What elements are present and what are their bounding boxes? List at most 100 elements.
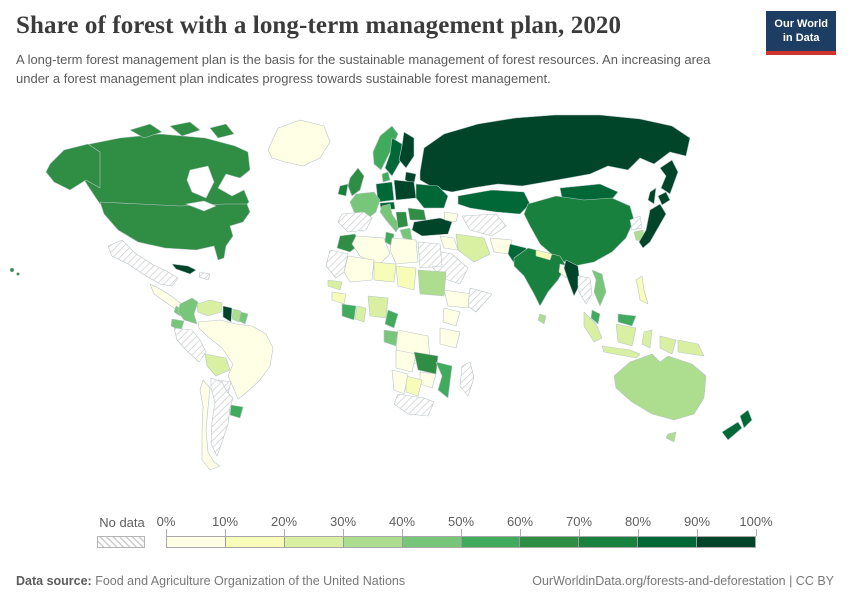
country-somalia[interactable]	[467, 287, 493, 313]
country-sri-lanka[interactable]	[537, 313, 547, 325]
country-indonesia-papua[interactable]	[659, 335, 677, 355]
country-cameroon[interactable]	[384, 309, 399, 329]
country-egypt[interactable]	[417, 241, 443, 269]
legend-band[interactable]	[696, 537, 756, 547]
country-georgia[interactable]	[443, 211, 459, 223]
country-zimbabwe[interactable]	[419, 371, 437, 389]
country-russia-sakhalin[interactable]	[647, 187, 657, 205]
country-argentina[interactable]	[210, 377, 234, 457]
country-nepal[interactable]	[535, 249, 553, 261]
country-chile[interactable]	[199, 379, 221, 471]
country-ghana[interactable]	[354, 305, 367, 323]
legend-band[interactable]	[224, 537, 284, 547]
country-tanzania[interactable]	[439, 327, 461, 349]
country-canada-island-3[interactable]	[209, 123, 235, 139]
country-united-kingdom[interactable]	[347, 167, 365, 197]
country-canada-island-2[interactable]	[169, 121, 201, 137]
country-sudan[interactable]	[417, 269, 447, 297]
country-philippines[interactable]	[635, 275, 649, 305]
legend-band[interactable]	[460, 537, 520, 547]
country-united-states-alaska[interactable]	[45, 143, 101, 191]
country-turkey[interactable]	[411, 217, 453, 237]
country-new-zealand-south[interactable]	[721, 421, 743, 441]
country-indonesia-java[interactable]	[601, 345, 641, 359]
country-ukraine[interactable]	[415, 183, 449, 209]
country-french-guiana[interactable]	[238, 311, 249, 325]
country-namibia[interactable]	[391, 369, 409, 395]
owid-logo[interactable]: Our World in Data	[766, 11, 836, 55]
country-poland[interactable]	[393, 179, 417, 201]
country-kenya[interactable]	[442, 307, 461, 327]
country-russia[interactable]	[419, 114, 691, 193]
country-ethiopia[interactable]	[443, 289, 473, 309]
legend-no-data-swatch[interactable]	[97, 536, 145, 548]
country-uruguay[interactable]	[229, 404, 244, 419]
country-botswana[interactable]	[405, 375, 423, 397]
country-colombia[interactable]	[177, 297, 199, 325]
country-libya[interactable]	[389, 237, 419, 265]
country-iran[interactable]	[455, 233, 491, 263]
country-north-korea[interactable]	[629, 215, 643, 231]
country-peru[interactable]	[173, 327, 207, 363]
country-suriname[interactable]	[231, 308, 242, 323]
country-mozambique[interactable]	[435, 361, 453, 399]
legend-band[interactable]	[167, 537, 225, 547]
country-south-africa[interactable]	[393, 393, 435, 417]
country-turkmenistan[interactable]	[461, 213, 507, 237]
country-guinea[interactable]	[331, 291, 347, 305]
country-thailand[interactable]	[577, 275, 593, 305]
country-romania[interactable]	[407, 207, 427, 221]
country-kazakhstan[interactable]	[457, 189, 531, 215]
country-canada-island-1[interactable]	[129, 123, 163, 139]
country-china[interactable]	[523, 195, 635, 267]
country-greenland[interactable]	[267, 119, 331, 167]
country-japan[interactable]	[638, 203, 667, 249]
country-australia[interactable]	[613, 353, 707, 421]
footer-link[interactable]: OurWorldinData.org/forests-and-deforesta…	[532, 574, 834, 588]
legend-band[interactable]	[342, 537, 402, 547]
country-united-states-hawaii-2[interactable]	[16, 272, 20, 276]
country-madagascar[interactable]	[459, 361, 475, 397]
country-angola[interactable]	[395, 349, 417, 373]
country-vietnam[interactable]	[591, 269, 607, 307]
country-australia-tasmania[interactable]	[665, 431, 677, 443]
country-indonesia-kalimantan[interactable]	[615, 323, 637, 347]
country-japan-hokkaido[interactable]	[657, 191, 671, 206]
country-chad[interactable]	[395, 265, 417, 291]
country-myanmar[interactable]	[563, 259, 581, 297]
country-italy[interactable]	[379, 203, 401, 233]
country-mexico[interactable]	[107, 239, 179, 287]
country-malaysia-borneo[interactable]	[617, 313, 637, 327]
country-haiti[interactable]	[198, 271, 211, 281]
country-nigeria[interactable]	[367, 295, 389, 319]
legend-band[interactable]	[578, 537, 638, 547]
country-guyana[interactable]	[222, 305, 233, 323]
country-mauritania[interactable]	[325, 249, 349, 279]
country-mali[interactable]	[343, 255, 375, 283]
country-brazil[interactable]	[197, 319, 274, 400]
country-papua-new-guinea[interactable]	[677, 339, 705, 357]
country-united-states[interactable]	[99, 201, 251, 261]
legend-band[interactable]	[637, 537, 697, 547]
country-serbia[interactable]	[395, 211, 409, 229]
country-ireland[interactable]	[337, 183, 349, 197]
country-malaysia[interactable]	[590, 309, 601, 325]
country-finland[interactable]	[398, 131, 415, 169]
country-cote-divoire[interactable]	[341, 303, 357, 321]
country-spain[interactable]	[337, 211, 373, 233]
country-united-states-hawaii-1[interactable]	[9, 267, 15, 273]
country-cuba[interactable]	[171, 263, 197, 275]
legend-band[interactable]	[519, 537, 579, 547]
country-greece[interactable]	[399, 227, 413, 241]
country-russia-kamchatka[interactable]	[659, 159, 679, 195]
country-iraq[interactable]	[439, 235, 459, 251]
country-niger[interactable]	[373, 261, 397, 283]
country-indonesia-sulawesi[interactable]	[641, 329, 653, 349]
legend-band[interactable]	[283, 537, 343, 547]
country-new-zealand-north[interactable]	[739, 409, 753, 429]
country-gabon[interactable]	[383, 329, 399, 347]
country-indonesia-sumatra[interactable]	[583, 311, 603, 343]
country-zambia[interactable]	[413, 351, 439, 375]
country-venezuela[interactable]	[196, 299, 223, 317]
legend-band[interactable]	[401, 537, 461, 547]
